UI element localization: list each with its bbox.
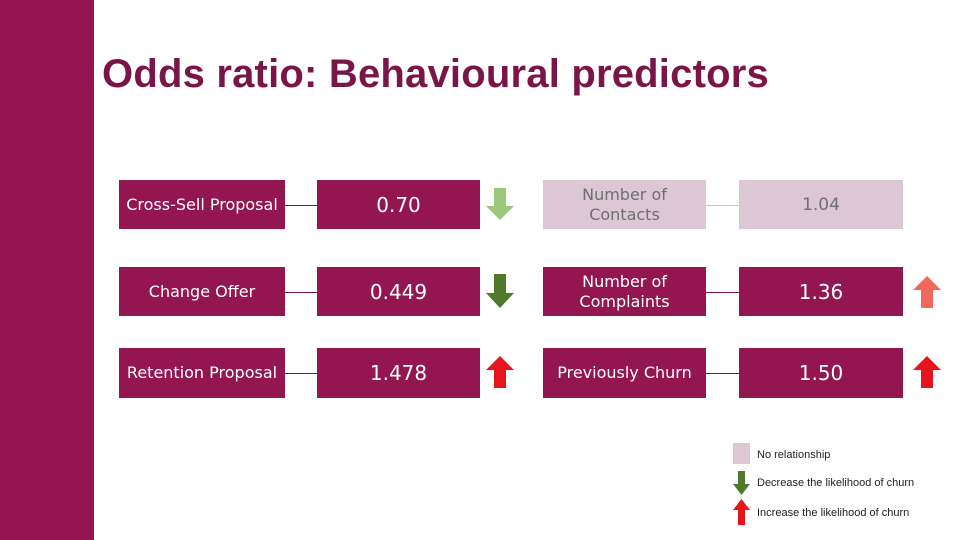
predictor-label-text: Number of Contacts	[582, 184, 667, 224]
increase-arrow-light-icon	[913, 276, 941, 308]
predictor-label-previously-churn: Previously Churn	[543, 348, 706, 398]
legend-label: No relationship	[757, 449, 831, 461]
odds-value-change-offer: 0.449	[317, 267, 480, 316]
odds-value-text: 1.36	[798, 279, 844, 304]
predictor-label-number-of-complaints: Number of Complaints	[543, 267, 706, 316]
predictor-label-retention-proposal: Retention Proposal	[119, 348, 285, 398]
odds-value-text: 1.478	[369, 361, 428, 385]
odds-value-previously-churn: 1.50	[739, 348, 903, 398]
odds-value-text: 1.04	[802, 194, 840, 215]
predictor-label-text: Cross-Sell Proposal	[126, 194, 278, 214]
odds-value-text: 0.449	[369, 279, 428, 304]
predictor-label-number-of-contacts: Number of Contacts	[543, 180, 706, 229]
connector-line	[285, 373, 317, 374]
odds-value-text: 1.50	[798, 361, 844, 385]
no-relationship-swatch	[733, 443, 750, 464]
predictor-label-text: Number of Complaints	[579, 271, 670, 311]
predictor-label-cross-sell: Cross-Sell Proposal	[119, 180, 285, 229]
decrease-arrow-icon	[486, 274, 514, 308]
predictor-label-text: Change Offer	[148, 281, 256, 301]
connector-line	[285, 292, 317, 293]
slide-title: Odds ratio: Behavioural predictors	[102, 52, 769, 96]
legend-label: Increase the likelihood of churn	[757, 507, 910, 519]
predictor-label-text: Previously Churn	[557, 363, 692, 382]
connector-line	[706, 373, 739, 374]
odds-value-number-of-contacts: 1.04	[739, 180, 903, 229]
connector-line	[706, 292, 739, 293]
connector-line	[285, 205, 317, 206]
increase-arrow-icon	[486, 356, 514, 388]
increase-arrow-icon	[913, 356, 941, 388]
odds-value-cross-sell: 0.70	[317, 180, 480, 229]
decrease-arrow-light-icon	[486, 188, 514, 220]
increase-arrow-icon	[733, 499, 750, 525]
connector-line	[706, 205, 739, 206]
decrease-arrow-icon	[733, 471, 750, 495]
odds-value-retention-proposal: 1.478	[317, 348, 480, 398]
sidebar-accent-bar	[0, 0, 94, 540]
odds-value-text: 0.70	[376, 192, 421, 217]
predictor-label-text: Retention Proposal	[126, 363, 278, 382]
predictor-label-change-offer: Change Offer	[119, 267, 285, 316]
odds-value-number-of-complaints: 1.36	[739, 267, 903, 316]
legend-label: Decrease the likelihood of churn	[757, 477, 915, 489]
